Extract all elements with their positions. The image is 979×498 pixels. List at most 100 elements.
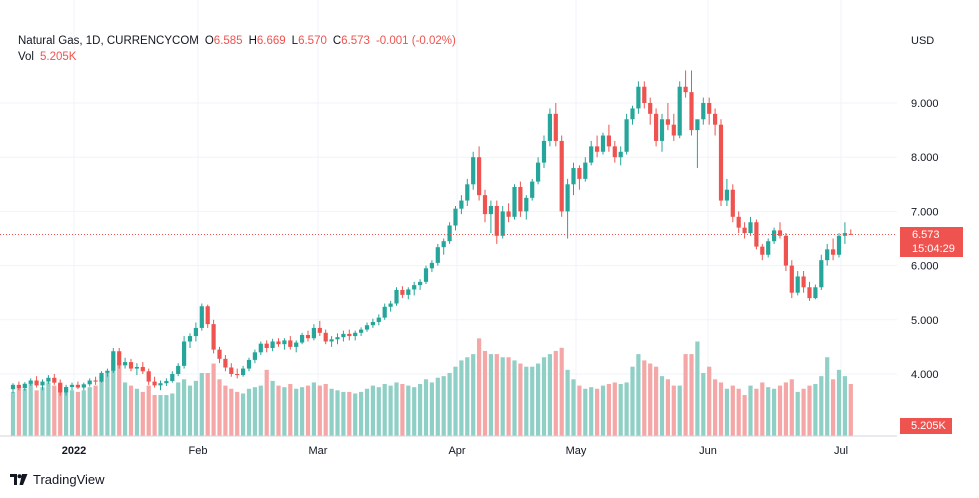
candle-body [783, 235, 788, 266]
volume-bar [482, 350, 488, 436]
volume-bar [630, 366, 635, 436]
volume-bar [164, 395, 169, 436]
volume-bar [323, 384, 328, 436]
volume-bar [52, 385, 57, 436]
tradingview-label: TradingView [33, 472, 105, 487]
volume-bar [22, 388, 27, 436]
candle-body [659, 119, 665, 141]
candle-body [229, 367, 234, 374]
candle-body [707, 103, 712, 114]
candle-body [64, 387, 69, 393]
candle-body [187, 336, 193, 342]
candle-body [264, 343, 269, 348]
candle-body [58, 382, 63, 393]
volume-bar [842, 376, 847, 436]
volume-bar [612, 382, 617, 436]
volume-bar [205, 373, 210, 436]
volume-bar [447, 373, 452, 436]
candle-body [488, 205, 493, 215]
candle-body [801, 276, 806, 288]
volume-bar [736, 388, 741, 436]
candle-body [117, 351, 122, 366]
high-value: 6.669 [256, 35, 286, 47]
volume-bar [760, 382, 765, 436]
candle-body [689, 92, 694, 131]
volume-bar [353, 393, 358, 436]
tradingview-logo[interactable]: TradingView [10, 472, 105, 487]
candle-body [246, 359, 252, 369]
volume-bar [294, 388, 299, 436]
candle-body [105, 370, 110, 373]
volume-bar [565, 369, 570, 436]
volume-bar [530, 366, 535, 436]
volume-bar [170, 393, 175, 436]
candle-body [595, 146, 600, 152]
volume-bar [606, 384, 611, 436]
candle-body [553, 113, 558, 141]
volume-bar [69, 390, 75, 436]
price-axis[interactable]: 4.000 5.000 6.000 7.000 8.000 9.000 [911, 98, 939, 381]
change-value: -0.001 (-0.02%) [375, 35, 456, 47]
candle-body [223, 358, 228, 368]
candle-body [406, 289, 411, 295]
volume-bar [264, 369, 269, 436]
volume-bar [435, 377, 440, 436]
volume-bar [241, 393, 246, 436]
volume-bar [654, 366, 659, 436]
volume-bar [677, 385, 682, 436]
volume-bar [477, 338, 482, 436]
candle-body [630, 108, 635, 120]
candle-body [760, 246, 765, 255]
volume-bar [772, 388, 777, 436]
volume-bar [518, 363, 523, 436]
open-value: 6.585 [213, 35, 243, 47]
candle-body [199, 306, 204, 328]
candle-body [571, 168, 576, 185]
volume-bar [311, 382, 316, 436]
volume-bar [223, 385, 228, 436]
candle-body [541, 140, 547, 163]
volume-bar [16, 385, 21, 436]
symbol-label[interactable]: Natural Gas, 1D, CURRENCYCOM [18, 35, 199, 47]
last-price-value: 6.573 [912, 229, 940, 241]
volume-bar [10, 391, 16, 436]
candle-body [140, 366, 145, 372]
candle-body [772, 230, 777, 242]
candle-body [506, 211, 511, 217]
candle-body [524, 197, 529, 212]
candle-body [341, 333, 346, 338]
time-axis[interactable]: 2022 Feb Mar Apr May Jun Jul [62, 445, 848, 457]
volume-bar [571, 379, 576, 436]
volume-bar [718, 382, 724, 436]
volume-bar [193, 380, 198, 436]
volume-bar [406, 385, 411, 436]
candle-body [494, 205, 499, 236]
volume-bar [376, 387, 381, 436]
candle-body [270, 341, 275, 348]
volume-bar [34, 390, 39, 436]
candle-body [99, 372, 104, 382]
candle-body [282, 340, 287, 345]
open-label: O [204, 35, 214, 47]
candle-body [364, 325, 370, 330]
price-tick-label: 7.000 [911, 206, 939, 218]
volume-bar [199, 373, 204, 436]
candle-body [766, 241, 771, 255]
volume-bar [423, 379, 429, 436]
currency-label[interactable]: USD [911, 35, 935, 47]
tradingview-icon [10, 473, 28, 485]
candle-body [713, 113, 718, 125]
candle-body [211, 324, 216, 350]
candle-body [359, 329, 364, 333]
volume-bar [229, 388, 234, 436]
candle-body [300, 334, 305, 343]
candle-body [642, 86, 647, 103]
price-tick-label: 6.000 [911, 261, 939, 273]
candle-body [10, 384, 16, 390]
last-price-badge: 6.573 15:04:29 [900, 227, 963, 257]
volume-bar [583, 388, 588, 436]
volume-bar [81, 390, 86, 436]
candle-body [400, 289, 405, 295]
candle-body [423, 268, 429, 282]
